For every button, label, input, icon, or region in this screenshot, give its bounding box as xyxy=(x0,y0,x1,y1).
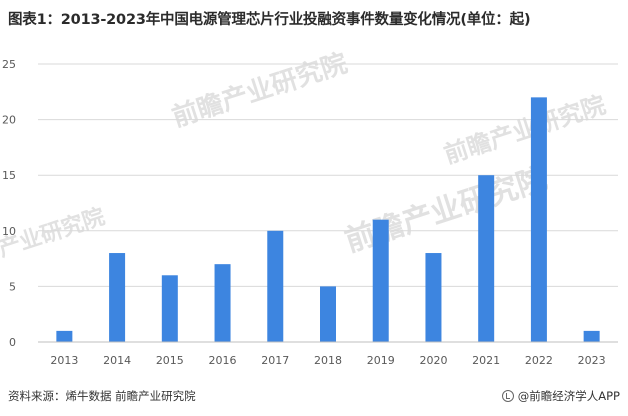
x-tick-label: 2014 xyxy=(103,354,131,367)
bar-2020 xyxy=(425,253,442,342)
brand-logo-icon xyxy=(501,390,514,402)
bar-2022 xyxy=(530,97,547,342)
bar-2015 xyxy=(161,275,178,342)
x-tick-label: 2021 xyxy=(472,354,500,367)
bar-2019 xyxy=(372,219,389,342)
x-tick-label: 2019 xyxy=(367,354,395,367)
y-tick-label: 15 xyxy=(2,169,16,182)
brand-label: @前瞻经济学人APP xyxy=(517,389,620,403)
footer: 资料来源：烯牛数据 前瞻产业研究院 @前瞻经济学人APP xyxy=(8,388,620,404)
x-axis-ticks: 2013 2014 2015 2016 2017 2018 2019 2020 2021 2022… xyxy=(50,354,605,367)
bar-2023 xyxy=(583,330,600,342)
bar-2017 xyxy=(267,230,284,342)
bars xyxy=(56,97,600,342)
bar-2021 xyxy=(478,175,495,342)
brand: @前瞻经济学人APP xyxy=(501,388,620,404)
x-tick-label: 2022 xyxy=(525,354,553,367)
source-note: 资料来源：烯牛数据 前瞻产业研究院 xyxy=(8,389,196,403)
chart-title: 图表1：2013-2023年中国电源管理芯片行业投融资事件数量变化情况(单位：起… xyxy=(8,12,531,28)
y-tick-label: 10 xyxy=(2,225,16,238)
x-tick-label: 2017 xyxy=(261,354,289,367)
bar-2014 xyxy=(109,253,126,342)
y-axis-ticks: 0 5 10 15 20 25 xyxy=(2,58,16,349)
y-tick-label: 5 xyxy=(9,280,16,293)
y-tick-label: 25 xyxy=(2,58,16,71)
x-tick-label: 2015 xyxy=(156,354,184,367)
x-tick-label: 2013 xyxy=(50,354,78,367)
bar-2013 xyxy=(56,330,73,342)
bar-2018 xyxy=(320,286,336,342)
bar-2016 xyxy=(214,264,231,342)
y-tick-label: 20 xyxy=(2,114,16,127)
x-tick-label: 2016 xyxy=(209,354,237,367)
y-tick-label: 0 xyxy=(9,336,16,349)
x-tick-label: 2018 xyxy=(314,354,342,367)
x-tick-label: 2020 xyxy=(419,354,447,367)
x-tick-label: 2023 xyxy=(578,354,606,367)
